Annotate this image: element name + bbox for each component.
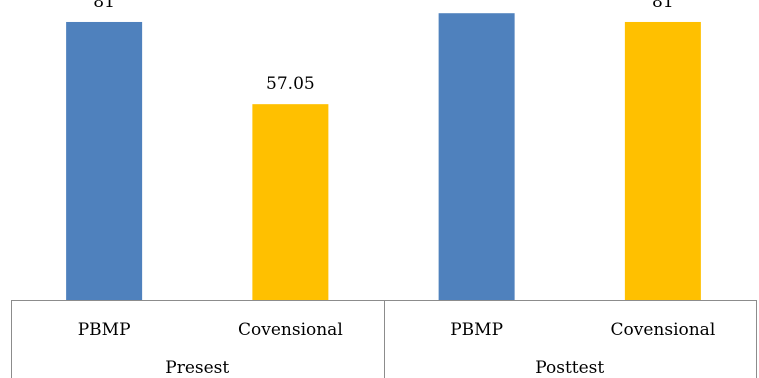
data-label: 83.55 bbox=[452, 0, 501, 3]
bar-presest-pbmp bbox=[66, 21, 143, 301]
data-label: 81 bbox=[652, 0, 674, 12]
bar-posttest-pbmp bbox=[438, 13, 515, 301]
category-tick-label: PBMP bbox=[78, 320, 131, 340]
bar-posttest-covensional bbox=[624, 21, 701, 301]
group-label: Posttest bbox=[535, 358, 604, 378]
category-axis: PBMP Covensional Presest PBMP Covensional Pos… bbox=[11, 300, 757, 378]
category-tick-label: Covensional bbox=[238, 320, 343, 340]
category-tick-label: PBMP bbox=[450, 320, 503, 340]
bar-presest-covensional bbox=[252, 104, 329, 300]
category-tick-label: Covensional bbox=[610, 320, 715, 340]
group-label: Presest bbox=[165, 358, 229, 378]
data-label: 57.05 bbox=[266, 74, 315, 94]
bars-layer: 81 57.05 83.55 81 bbox=[66, 0, 701, 301]
data-label: 81 bbox=[93, 0, 115, 12]
